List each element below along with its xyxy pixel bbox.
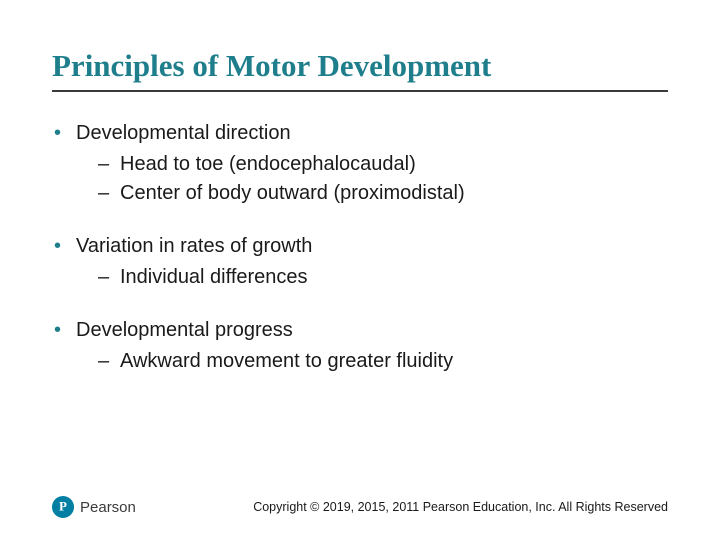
slide-title: Principles of Motor Development <box>52 48 668 92</box>
list-item: Individual differences <box>98 264 668 291</box>
list-item: Developmental progress Awkward movement … <box>52 317 668 375</box>
logo-text: Pearson <box>80 499 136 516</box>
logo-icon <box>52 496 74 518</box>
copyright-text: Copyright © 2019, 2015, 2011 Pearson Edu… <box>253 500 668 514</box>
sub-bullet-text: Center of body outward (proximodistal) <box>120 182 465 204</box>
footer: Pearson Copyright © 2019, 2015, 2011 Pea… <box>0 496 720 518</box>
bullet-text: Developmental progress <box>76 319 293 341</box>
list-item: Center of body outward (proximodistal) <box>98 180 668 207</box>
list-item: Head to toe (endocephalocaudal) <box>98 151 668 178</box>
bullet-list: Developmental direction Head to toe (end… <box>52 120 668 375</box>
sub-bullet-text: Awkward movement to greater fluidity <box>120 350 453 372</box>
bullet-text: Variation in rates of growth <box>76 235 312 257</box>
sub-list: Head to toe (endocephalocaudal) Center o… <box>76 151 668 207</box>
bullet-text: Developmental direction <box>76 122 291 144</box>
slide-body: Developmental direction Head to toe (end… <box>52 120 668 375</box>
sub-bullet-text: Head to toe (endocephalocaudal) <box>120 153 416 175</box>
sub-bullet-text: Individual differences <box>120 266 308 288</box>
sub-list: Awkward movement to greater fluidity <box>76 348 668 375</box>
publisher-logo: Pearson <box>52 496 136 518</box>
sub-list: Individual differences <box>76 264 668 291</box>
list-item: Variation in rates of growth Individual … <box>52 233 668 291</box>
list-item: Developmental direction Head to toe (end… <box>52 120 668 207</box>
slide: Principles of Motor Development Developm… <box>0 0 720 540</box>
list-item: Awkward movement to greater fluidity <box>98 348 668 375</box>
